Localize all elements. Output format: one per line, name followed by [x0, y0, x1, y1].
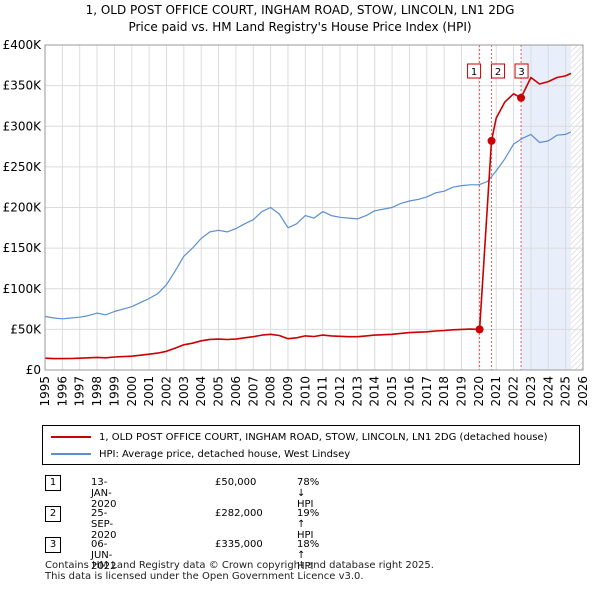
x-tick-label: 2020 [472, 376, 486, 407]
transaction-hpi-comparison: 78% ↓ HPI [297, 477, 320, 510]
transaction-price: £335,000 [215, 539, 263, 550]
y-tick-label: £200K [3, 201, 43, 215]
legend-label-price-paid: 1, OLD POST OFFICE COURT, INGHAM ROAD, S… [99, 431, 548, 443]
transaction-box [491, 63, 506, 79]
x-tick-label: 2022 [507, 376, 521, 407]
x-tick-label: 2001 [142, 376, 156, 407]
x-tick-label: 1999 [107, 376, 121, 407]
legend-line-price-paid [51, 436, 91, 438]
transaction-box [514, 63, 529, 79]
transaction-price: £282,000 [215, 508, 263, 519]
legend: 1, OLD POST OFFICE COURT, INGHAM ROAD, S… [42, 425, 580, 465]
x-tick-label: 2018 [437, 376, 451, 407]
x-tick-label: 1998 [90, 376, 104, 407]
y-tick-label: £300K [3, 119, 43, 133]
y-tick-label: £400K [3, 38, 43, 52]
x-tick-label: 2012 [333, 376, 347, 407]
y-tick-label: £250K [3, 160, 43, 174]
transaction-box-label: 1 [471, 67, 477, 78]
transaction-date: 06-JUN-2022 [91, 539, 117, 572]
y-tick-label: £150K [3, 241, 43, 255]
transaction-hpi-comparison: 18% ↑ HPI [297, 539, 320, 572]
price-paid-line [44, 72, 572, 360]
plot-frame [44, 44, 584, 371]
footer-license: This data is licensed under the Open Gov… [45, 571, 364, 582]
legend-label-hpi: HPI: Average price, detached house, West… [99, 448, 351, 460]
x-tick-label: 2026 [576, 376, 590, 407]
x-tick-label: 2005 [212, 376, 226, 407]
transaction-marker-label: 2 [45, 506, 61, 522]
x-tick-label: 2011 [316, 376, 330, 407]
x-tick-label: 2015 [385, 376, 399, 407]
x-tick-label: 2006 [229, 376, 243, 407]
transaction-point [487, 136, 496, 145]
x-tick-label: 2016 [402, 376, 416, 407]
chart-title: 1, OLD POST OFFICE COURT, INGHAM ROAD, S… [85, 3, 515, 17]
chart-subtitle: Price paid vs. HM Land Registry's House … [128, 20, 472, 34]
transaction-marker-label: 1 [45, 475, 61, 491]
x-tick-label: 2013 [350, 376, 364, 407]
transaction-point [475, 325, 484, 334]
transaction-date: 25-SEP-2020 [91, 508, 117, 541]
transaction-box-label: 3 [518, 67, 524, 78]
transaction-box [467, 63, 482, 79]
y-tick-label: £350K [3, 79, 43, 93]
footer: Contains HM Land Registry data © Crown c… [45, 560, 434, 582]
transaction-hpi-comparison: 19% ↑ HPI [297, 508, 320, 541]
x-tick-label: 2010 [298, 376, 312, 407]
x-tick-label: 2023 [524, 376, 538, 407]
x-tick-label: 1997 [73, 376, 87, 407]
x-tick-label: 2000 [125, 376, 139, 407]
legend-line-hpi [51, 453, 91, 455]
transaction-date: 13-JAN-2020 [91, 477, 117, 510]
x-tick-label: 2003 [177, 376, 191, 407]
x-tick-label: 1995 [38, 376, 52, 407]
footer-copyright: Contains HM Land Registry data © Crown c… [45, 560, 434, 571]
transaction-box-label: 2 [495, 67, 501, 78]
y-tick-label: £0 [26, 363, 41, 377]
x-tick-label: 2014 [368, 376, 382, 407]
y-tick-label: £50K [10, 322, 42, 336]
transaction-price: £50,000 [215, 477, 257, 488]
x-tick-label: 2019 [455, 376, 469, 407]
x-tick-label: 1996 [55, 376, 69, 407]
x-tick-label: 2017 [420, 376, 434, 407]
x-tick-label: 2025 [559, 376, 573, 407]
hpi-line [44, 131, 572, 320]
x-tick-label: 2004 [194, 376, 208, 407]
legend-item-price-paid: 1, OLD POST OFFICE COURT, INGHAM ROAD, S… [51, 430, 548, 444]
transaction-marker-label: 3 [45, 537, 61, 553]
x-tick-label: 2024 [541, 376, 555, 407]
legend-item-hpi: HPI: Average price, detached house, West… [51, 447, 350, 461]
x-tick-label: 2009 [281, 376, 295, 407]
price-chart: 1 2 3 £0 £50K £100K £150K £200K £250K £300K £350K £… [3, 38, 590, 407]
x-tick-label: 2002 [159, 376, 173, 407]
transaction-point [517, 93, 526, 102]
x-tick-label: 2007 [246, 376, 260, 407]
y-tick-label: £100K [3, 282, 43, 296]
x-tick-label: 2008 [264, 376, 278, 407]
x-tick-label: 2021 [489, 376, 503, 407]
